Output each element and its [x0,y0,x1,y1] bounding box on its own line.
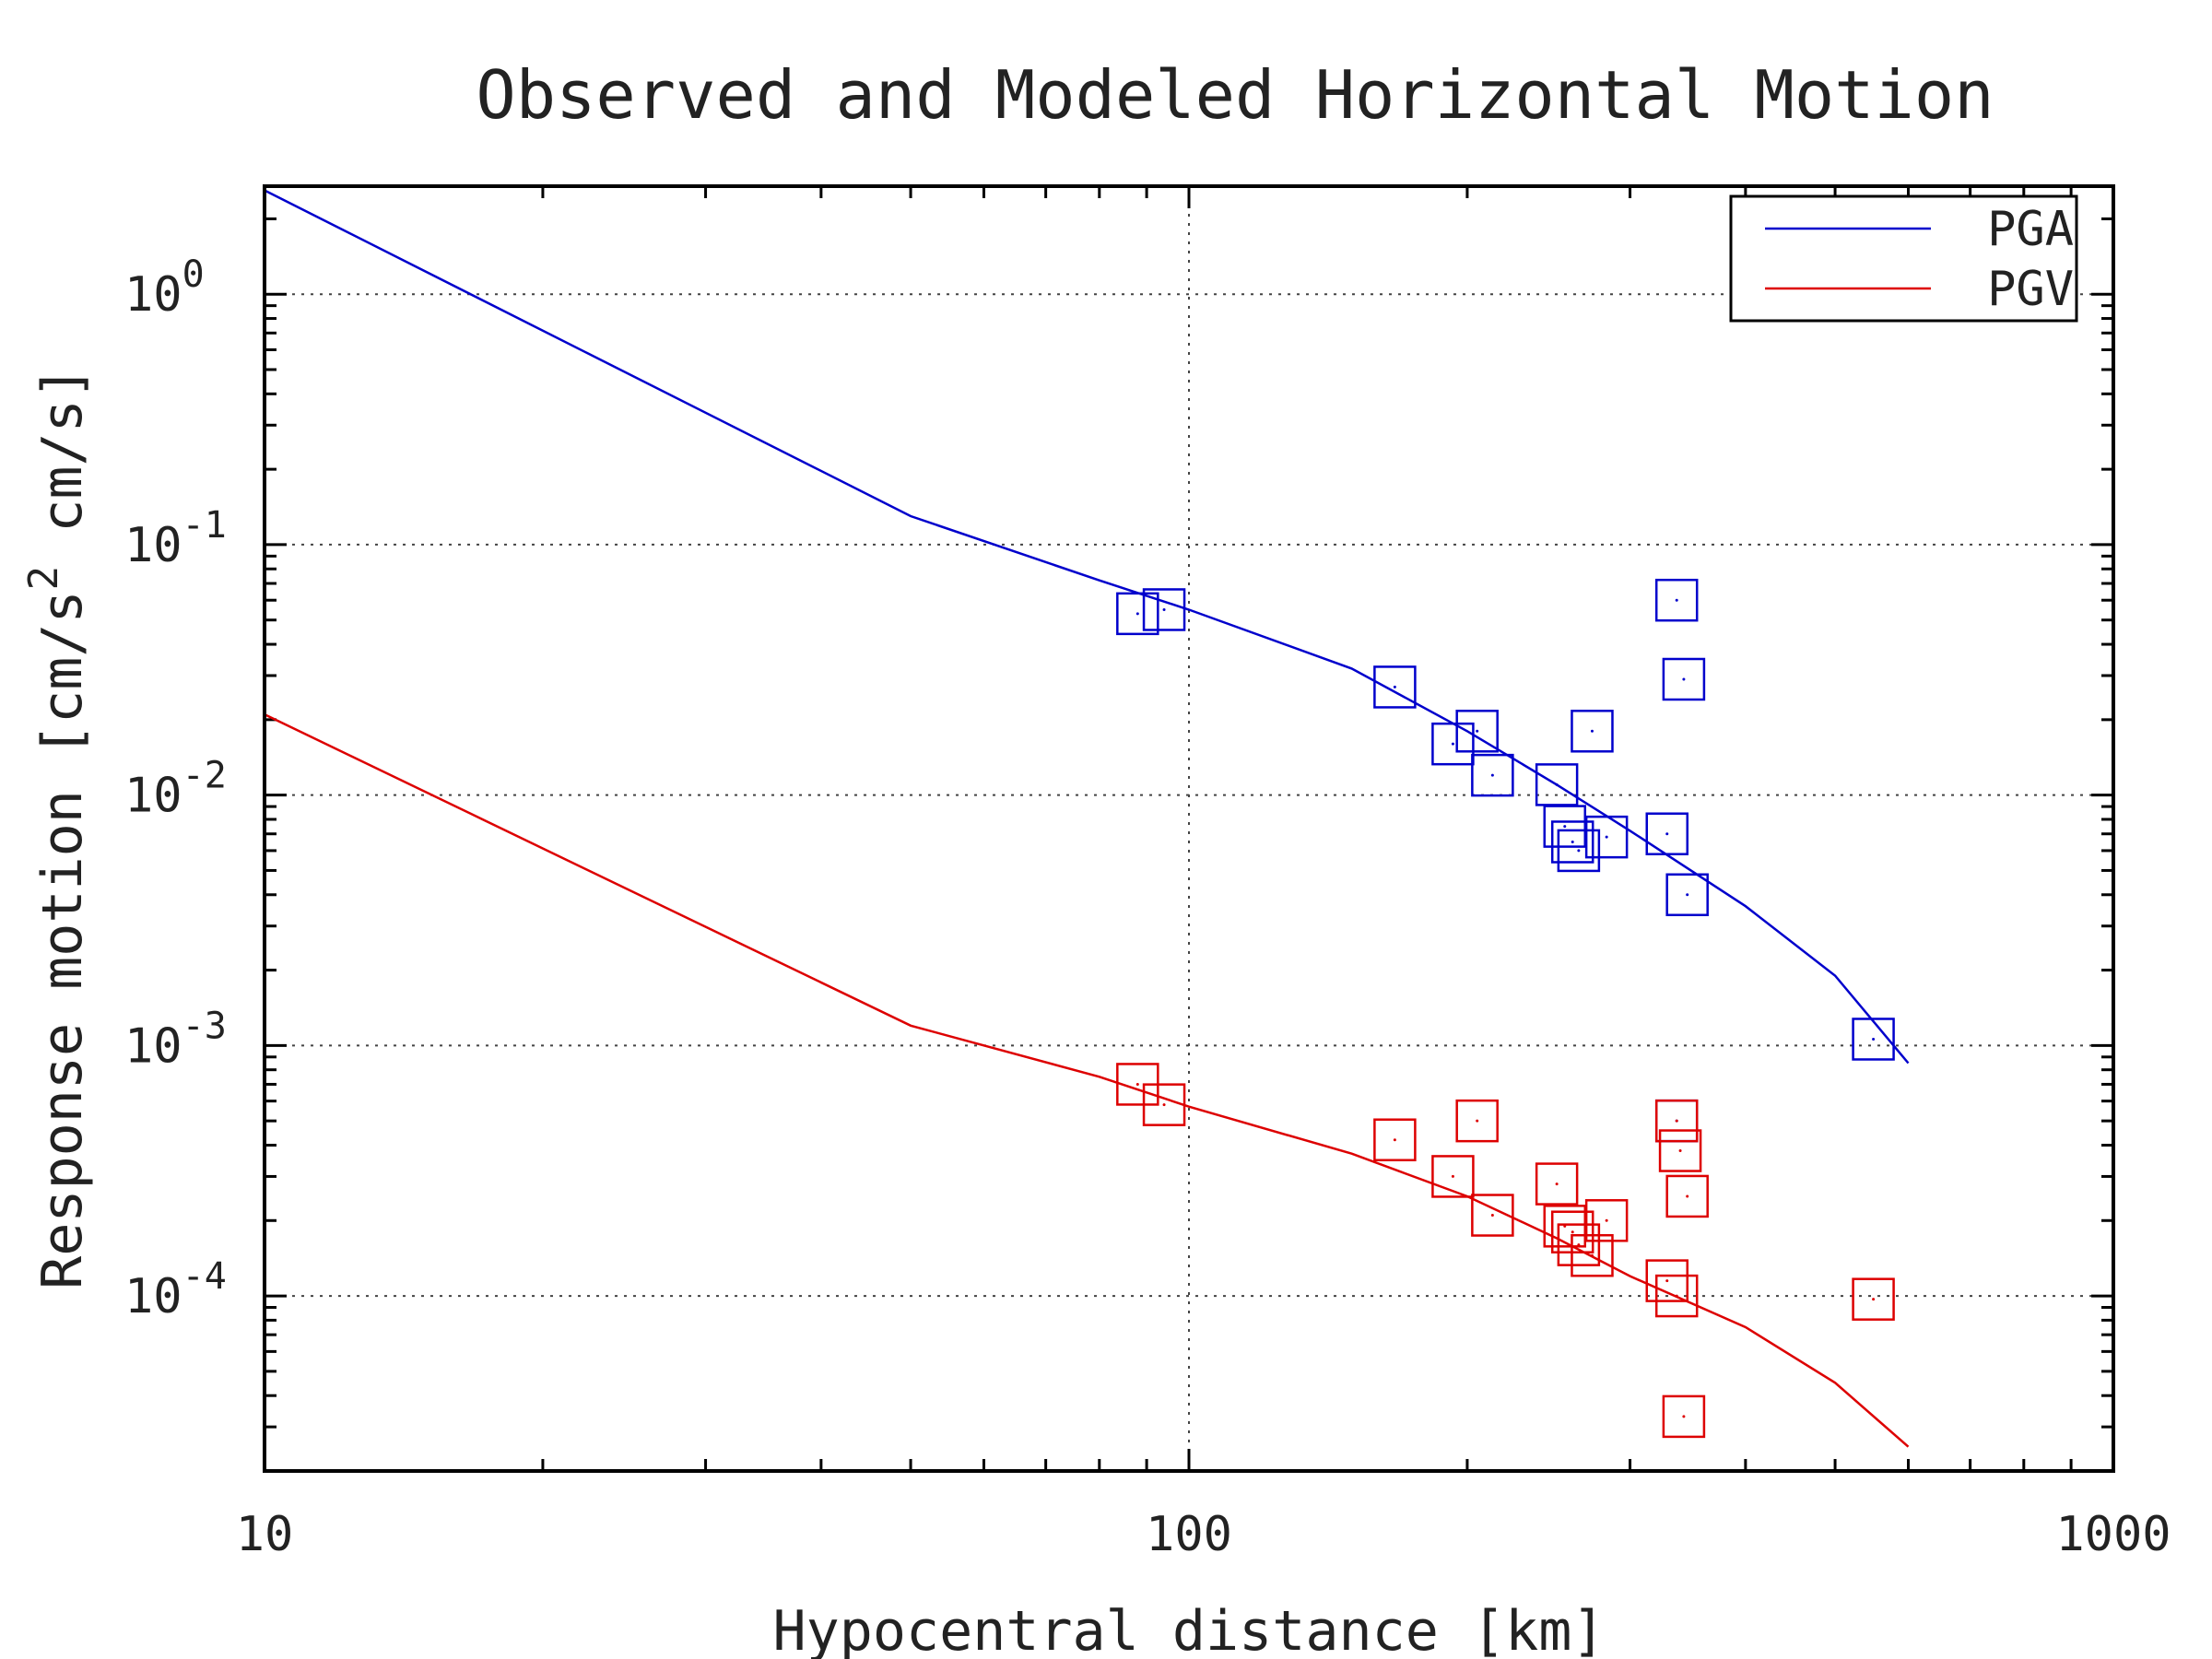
x-tick-label: 1000 [2055,1507,2171,1562]
observed-point-center-pgv [1678,1149,1682,1153]
y-tick-label: 10-1 [124,504,227,573]
observed-point-pga [1431,722,1475,766]
observed-point-center-pgv [1686,1194,1689,1198]
observed-point-pga [1471,753,1514,797]
observed-point-pga [1550,820,1594,864]
observed-point-pgv [1471,1194,1514,1237]
observed-point-pgv [1142,1083,1186,1126]
legend-label-pgv: PGV [1987,262,2074,317]
legend: PGA PGV [1729,194,2078,323]
observed-point-center-pga [1393,685,1396,688]
observed-point-pgv [1662,1394,1706,1439]
observed-point-pgv [1455,1099,1499,1143]
observed-point-pga [1571,710,1614,753]
observed-point-center-pga [1590,729,1594,733]
y-tick-label: 100 [124,253,205,323]
observed-point-pga [1142,588,1186,631]
observed-point-center-pgv [1590,1253,1594,1257]
observed-point-center-pga [1872,1037,1876,1041]
observed-point-center-pgv [1162,1103,1166,1107]
observed-point-center-pga [1135,612,1139,616]
observed-point-pgv [1852,1277,1895,1321]
observed-point-center-pga [1563,825,1567,829]
chart-title: Observed and Modeled Horizontal Motion [476,56,1994,134]
observed-point-pgv [1571,1233,1614,1277]
observed-point-pga [1852,1018,1895,1061]
observed-point-pga [1654,578,1699,622]
observed-point-center-pgv [1577,1243,1581,1247]
observed-point-center-pgv [1135,1082,1139,1086]
x-tick-label: 10 [236,1507,294,1562]
x-axis-label: Hypocentral distance [km] [772,1599,1605,1659]
series-layer [264,189,1910,1448]
observed-point-center-pgv [1682,1415,1686,1418]
y-tick-label: 10-3 [124,1005,227,1074]
observed-point-pga [1557,829,1601,873]
observed-point-pgv [1431,1155,1475,1198]
observed-point-center-pgv [1555,1182,1559,1186]
y-tick-label: 10-4 [124,1255,227,1324]
observed-point-pgv [1654,1099,1699,1143]
observed-point-center-pgv [1451,1174,1454,1178]
observed-point-center-pga [1571,840,1574,843]
x-tick-label: 100 [1146,1507,1232,1562]
observed-point-pga [1665,873,1709,917]
observed-point-pga [1455,710,1499,753]
observed-point-pgv [1373,1118,1417,1161]
observed-point-center-pga [1162,607,1166,611]
observed-point-pgv [1654,1274,1699,1318]
observed-point-pga [1116,592,1159,636]
observed-point-center-pga [1665,832,1669,836]
observed-point-pga [1662,657,1706,701]
observed-point-center-pga [1605,835,1608,839]
observed-point-center-pga [1577,849,1581,853]
legend-box [1729,194,2078,323]
observed-point-center-pga [1682,677,1686,681]
plot-frame [263,184,2115,1473]
observed-point-pgv [1658,1129,1702,1172]
tick-labels: 10 100 1000 10-4 10-3 10-2 10-1 100 [124,253,2171,1562]
observed-point-center-pga [1451,742,1454,746]
observed-point-center-pgv [1872,1298,1876,1301]
observed-point-pgv [1584,1199,1629,1242]
observed-point-pga [1584,815,1629,859]
axis-ticks [263,186,2115,1473]
observed-point-pgv [1645,1259,1688,1302]
observed-point-pgv [1535,1162,1579,1206]
observed-point-pga [1543,805,1587,848]
observed-point-center-pgv [1476,1119,1479,1123]
observed-point-center-pgv [1393,1138,1396,1142]
observed-point-center-pgv [1605,1218,1608,1222]
observed-point-center-pgv [1675,1119,1678,1123]
observed-point-center-pgv [1490,1214,1494,1218]
observed-point-center-pgv [1571,1230,1574,1234]
observed-point-center-pga [1490,773,1494,777]
model-line-pga [264,189,1910,1065]
observed-point-pgv [1665,1174,1709,1218]
observed-point-pgv [1557,1223,1601,1266]
observed-point-pgv [1543,1205,1587,1248]
observed-point-center-pga [1686,893,1689,897]
y-tick-label: 10-2 [124,755,227,824]
grid [265,186,2113,1471]
observed-point-center-pgv [1665,1279,1669,1283]
observed-point-pga [1373,665,1417,709]
legend-label-pga: PGA [1987,202,2074,257]
observed-point-center-pga [1675,598,1678,602]
observed-point-center-pga [1476,729,1479,733]
model-line-pgv [264,712,1910,1448]
y-axis-label: Response motion [cm/s2 cm/s] [20,366,95,1289]
observed-point-center-pga [1555,782,1559,786]
observed-point-center-pgv [1675,1294,1678,1298]
observed-point-pga [1645,812,1688,855]
